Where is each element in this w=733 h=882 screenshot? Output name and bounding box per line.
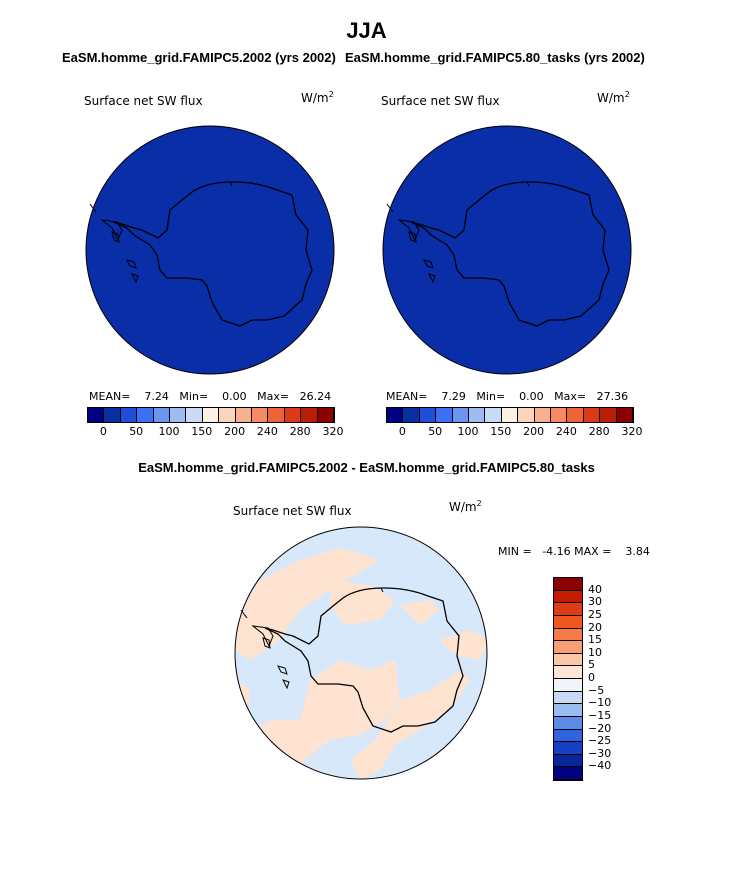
panel-2-variable-label: Surface net SW flux — [381, 94, 500, 108]
colorbar-swatch — [419, 408, 437, 422]
colorbar-swatch — [88, 408, 105, 422]
colorbar-tick-label: 50 — [428, 425, 443, 438]
difference-variable-label: Surface net SW flux — [233, 504, 352, 518]
difference-colorbar-label: 30 — [588, 595, 602, 609]
difference-colorbar-label: 40 — [588, 582, 602, 596]
panel-1-map — [85, 125, 335, 375]
colorbar-swatch — [436, 408, 453, 422]
colorbar-tick-label: 0 — [398, 425, 406, 438]
colorbar-swatch — [583, 408, 601, 422]
difference-units: W/m2 — [449, 499, 482, 514]
colorbar-swatch — [403, 408, 420, 422]
difference-colorbar-label: 10 — [588, 645, 602, 659]
colorbar-swatch — [301, 408, 318, 422]
difference-colorbar-label: −40 — [588, 759, 612, 773]
difference-colorbar-swatch — [554, 590, 582, 604]
difference-colorbar — [553, 577, 583, 781]
panel-2-stats: MEAN= 7.29 Min= 0.00 Max= 27.36 — [386, 390, 629, 403]
difference-colorbar-swatch — [554, 729, 582, 743]
difference-map — [234, 526, 488, 780]
difference-colorbar-swatch — [554, 767, 582, 780]
difference-colorbar-label: 15 — [588, 633, 602, 647]
colorbar-swatch — [219, 408, 236, 422]
panel-1-units: W/m2 — [301, 90, 334, 105]
difference-colorbar-swatch — [554, 653, 582, 667]
colorbar-swatch — [170, 408, 187, 422]
difference-colorbar-label: −5 — [588, 683, 605, 697]
colorbar-swatch — [252, 408, 269, 422]
difference-stats: MIN = -4.16 MAX = 3.84 — [498, 545, 650, 558]
colorbar-swatch — [469, 408, 486, 422]
colorbar-tick-label: 280 — [289, 425, 311, 438]
difference-colorbar-swatch — [554, 716, 582, 730]
difference-colorbar-swatch — [554, 615, 582, 629]
colorbar-tick-label: 200 — [523, 425, 545, 438]
difference-colorbar-label: 5 — [588, 658, 595, 672]
panel-1-case-title: EaSM.homme_grid.FAMIPC5.2002 (yrs 2002) — [62, 50, 336, 65]
colorbar-swatch — [137, 408, 154, 422]
colorbar-tick-label: 100 — [457, 425, 479, 438]
colorbar-swatch — [485, 408, 502, 422]
colorbar-tick-label: 50 — [129, 425, 144, 438]
difference-colorbar-label: 0 — [588, 671, 595, 684]
colorbar-swatch — [235, 408, 253, 422]
difference-colorbar-swatch — [554, 603, 582, 616]
difference-colorbar-label: −30 — [588, 746, 612, 760]
colorbar-tick-label: 150 — [191, 425, 213, 438]
difference-colorbar-swatch — [554, 666, 582, 679]
colorbar-tick-label: 240 — [555, 425, 577, 438]
colorbar-swatch — [452, 408, 470, 422]
colorbar-swatch — [387, 408, 404, 422]
colorbar-swatch — [616, 408, 634, 422]
colorbar-tick-label: 200 — [224, 425, 246, 438]
colorbar-swatch — [153, 408, 171, 422]
difference-colorbar-label: 25 — [588, 607, 602, 621]
panel-2-case-title: EaSM.homme_grid.FAMIPC5.80_tasks (yrs 20… — [345, 50, 645, 65]
difference-colorbar-label: 20 — [588, 620, 602, 634]
colorbar-tick-label: 320 — [322, 425, 344, 438]
colorbar-tick-label: 100 — [158, 425, 180, 438]
colorbar-tick-label: 280 — [588, 425, 610, 438]
colorbar-swatch — [551, 408, 568, 422]
panel-1-colorbar — [87, 407, 335, 423]
colorbar-tick-label: 320 — [621, 425, 643, 438]
difference-title: EaSM.homme_grid.FAMIPC5.2002 - EaSM.homm… — [138, 460, 595, 475]
colorbar-swatch — [600, 408, 617, 422]
colorbar-swatch — [186, 408, 203, 422]
difference-colorbar-swatch — [554, 578, 582, 591]
colorbar-swatch — [104, 408, 121, 422]
colorbar-tick-label: 240 — [256, 425, 278, 438]
colorbar-swatch — [202, 408, 220, 422]
colorbar-tick-label: 0 — [99, 425, 107, 438]
difference-colorbar-swatch — [554, 742, 582, 755]
difference-colorbar-label: −10 — [588, 696, 612, 710]
panel-2-colorbar — [386, 407, 634, 423]
panel-1-variable-label: Surface net SW flux — [84, 94, 203, 108]
colorbar-swatch — [284, 408, 302, 422]
difference-colorbar-swatch — [554, 641, 582, 654]
panel-2-map — [382, 125, 632, 375]
colorbar-swatch — [518, 408, 535, 422]
difference-colorbar-swatch — [554, 754, 582, 768]
panel-2-units: W/m2 — [597, 90, 630, 105]
difference-colorbar-swatch — [554, 691, 582, 705]
colorbar-swatch — [501, 408, 519, 422]
colorbar-swatch — [567, 408, 584, 422]
difference-colorbar-swatch — [554, 628, 582, 642]
difference-colorbar-swatch — [554, 704, 582, 717]
colorbar-swatch — [534, 408, 552, 422]
difference-colorbar-label: −20 — [588, 721, 612, 735]
difference-colorbar-label: −15 — [588, 708, 612, 722]
colorbar-tick-label: 150 — [490, 425, 512, 438]
figure-title: JJA — [346, 18, 387, 43]
colorbar-swatch — [120, 408, 138, 422]
difference-colorbar-swatch — [554, 679, 582, 692]
colorbar-swatch — [268, 408, 285, 422]
difference-colorbar-label: −25 — [588, 734, 612, 748]
colorbar-swatch — [317, 408, 335, 422]
panel-1-stats: MEAN= 7.24 Min= 0.00 Max= 26.24 — [89, 390, 332, 403]
